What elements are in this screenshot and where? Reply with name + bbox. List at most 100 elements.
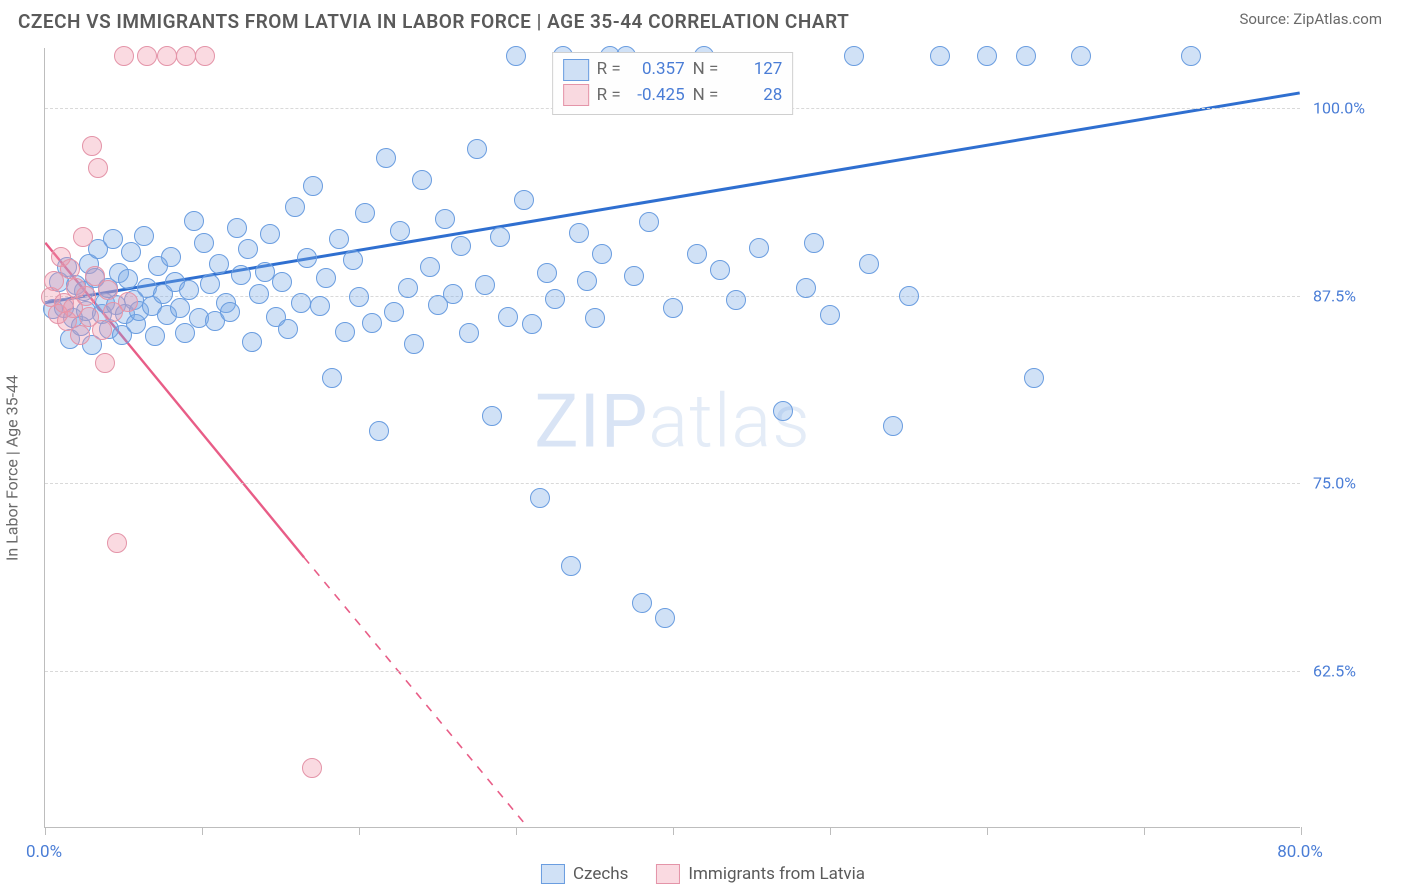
x-tick [45, 827, 46, 835]
x-tick [1144, 827, 1145, 835]
data-point [175, 323, 195, 343]
data-point [285, 197, 305, 217]
data-point [655, 608, 675, 628]
correlation-legend: R =0.357N =127R =-0.425N =28 [552, 52, 794, 115]
watermark-a: ZIP [534, 378, 648, 465]
data-point [376, 148, 396, 168]
legend-item: Immigrants from Latvia [656, 864, 865, 884]
chart-title: CZECH VS IMMIGRANTS FROM LATVIA IN LABOR… [18, 10, 849, 33]
data-point [482, 406, 502, 426]
data-point [322, 368, 342, 388]
data-point [710, 260, 730, 280]
data-point [404, 334, 424, 354]
data-point [585, 308, 605, 328]
n-value: 28 [726, 83, 782, 109]
data-point [103, 229, 123, 249]
data-point [577, 271, 597, 291]
data-point [107, 533, 127, 553]
data-point [362, 313, 382, 333]
data-point [412, 170, 432, 190]
data-point [569, 223, 589, 243]
legend-row: R =0.357N =127 [563, 57, 783, 83]
data-point [209, 254, 229, 274]
data-point [977, 46, 997, 66]
data-point [561, 556, 581, 576]
data-point [272, 272, 292, 292]
data-point [467, 139, 487, 159]
data-point [522, 314, 542, 334]
legend-swatch [541, 864, 565, 884]
data-point [930, 46, 950, 66]
data-point [231, 265, 251, 285]
x-axis-min-label: 0.0% [26, 842, 62, 862]
data-point [537, 263, 557, 283]
data-point [443, 284, 463, 304]
watermark: ZIPatlas [534, 378, 810, 465]
data-point [506, 46, 526, 66]
x-tick [516, 827, 517, 835]
legend-row: R =-0.425N =28 [563, 83, 783, 109]
data-point [475, 275, 495, 295]
data-point [184, 211, 204, 231]
data-point [545, 289, 565, 309]
data-point [60, 259, 80, 279]
x-tick [987, 827, 988, 835]
data-point [70, 325, 90, 345]
n-value: 127 [726, 57, 782, 83]
data-point [804, 233, 824, 253]
header: CZECH VS IMMIGRANTS FROM LATVIA IN LABOR… [0, 0, 1406, 37]
chart-container: In Labor Force | Age 35-44 ZIPatlas R =0… [0, 44, 1406, 892]
legend-item: Czechs [541, 864, 628, 884]
data-point [194, 233, 214, 253]
data-point [249, 284, 269, 304]
watermark-b: atlas [648, 378, 810, 465]
data-point [157, 46, 177, 66]
data-point [137, 46, 157, 66]
data-point [624, 266, 644, 286]
data-point [498, 307, 518, 327]
data-point [195, 46, 215, 66]
data-point [749, 238, 769, 258]
data-point [335, 322, 355, 342]
r-label: R = [597, 83, 621, 109]
data-point [260, 224, 280, 244]
data-point [514, 190, 534, 210]
data-point [227, 218, 247, 238]
x-tick [830, 827, 831, 835]
data-point [278, 319, 298, 339]
x-axis-max-label: 80.0% [1277, 842, 1323, 862]
data-point [343, 250, 363, 270]
y-tick-label: 75.0% [1313, 474, 1356, 493]
data-point [899, 286, 919, 306]
data-point [639, 212, 659, 232]
x-tick [673, 827, 674, 835]
data-point [592, 244, 612, 264]
data-point [118, 292, 138, 312]
n-label: N = [693, 57, 719, 83]
data-point [114, 46, 134, 66]
data-point [88, 158, 108, 178]
series-legend: Czechs Immigrants from Latvia [541, 864, 865, 884]
y-tick-label: 62.5% [1313, 661, 1356, 680]
y-tick-label: 87.5% [1313, 286, 1356, 305]
data-point [390, 221, 410, 241]
legend-swatch [563, 84, 589, 106]
data-point [663, 298, 683, 318]
data-point [92, 320, 112, 340]
data-point [349, 287, 369, 307]
data-point [451, 236, 471, 256]
x-tick [202, 827, 203, 835]
legend-swatch [563, 59, 589, 81]
data-point [145, 326, 165, 346]
plot-area: ZIPatlas R =0.357N =127R =-0.425N =28 62… [44, 48, 1300, 828]
x-tick [1301, 827, 1302, 835]
data-point [220, 302, 240, 322]
data-point [76, 286, 96, 306]
data-point [118, 269, 138, 289]
data-point [369, 421, 389, 441]
data-point [303, 176, 323, 196]
y-tick-label: 100.0% [1313, 99, 1365, 118]
x-tick [359, 827, 360, 835]
data-point [98, 280, 118, 300]
data-point [95, 353, 115, 373]
